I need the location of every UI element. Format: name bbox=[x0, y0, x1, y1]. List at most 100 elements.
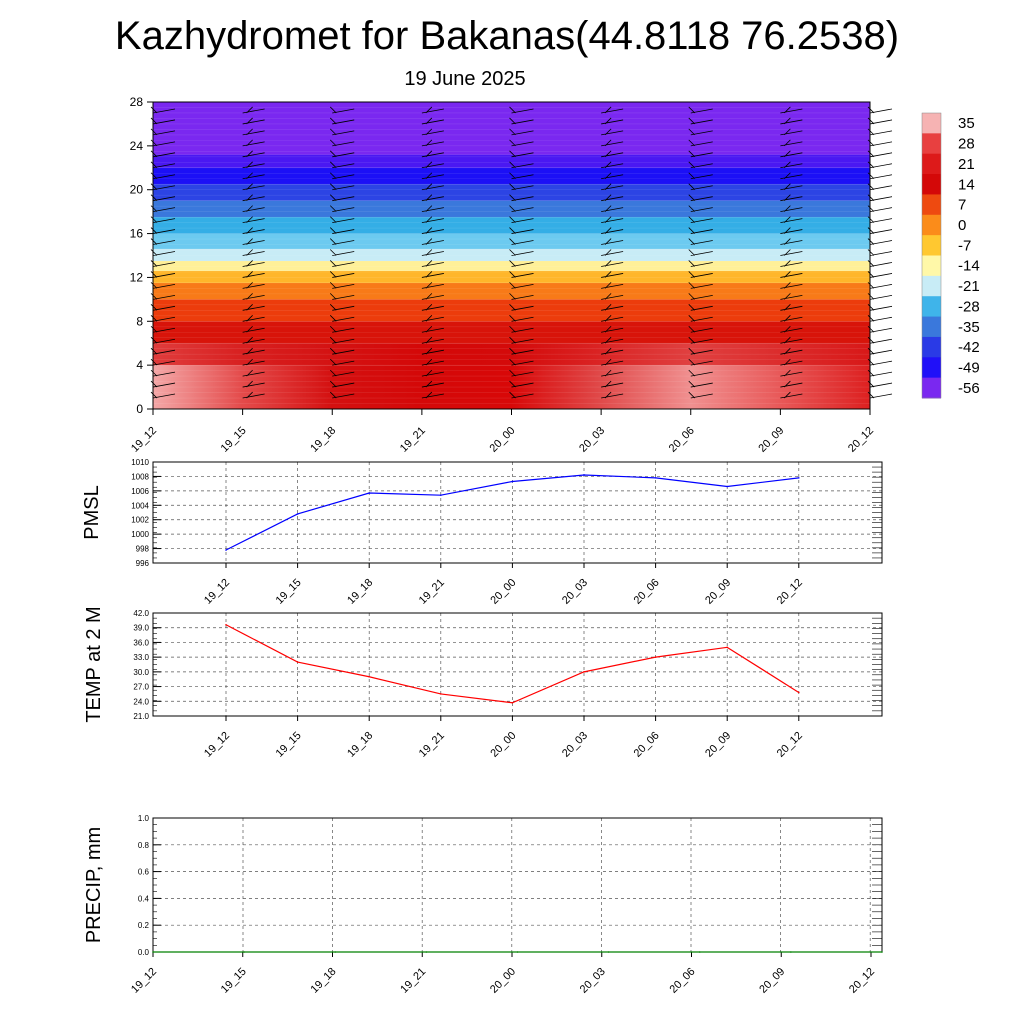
wind-barb bbox=[150, 128, 176, 136]
wind-barb bbox=[150, 271, 176, 278]
wind-barb bbox=[601, 161, 624, 169]
wind-barb bbox=[509, 347, 534, 355]
wind-barb bbox=[242, 304, 265, 311]
colorbar-segment bbox=[922, 174, 941, 195]
wind-barb bbox=[509, 172, 534, 180]
data-point bbox=[798, 477, 800, 479]
wind-barb bbox=[421, 172, 444, 180]
y-tick-label: 1004 bbox=[131, 501, 149, 510]
x-tick-label: 20_06 bbox=[667, 425, 697, 455]
wind-barb bbox=[867, 216, 893, 224]
colorbar-segment bbox=[922, 316, 941, 338]
data-point bbox=[654, 477, 657, 479]
wind-barb bbox=[688, 325, 713, 333]
wind-barb bbox=[601, 271, 624, 278]
wind-barb bbox=[242, 282, 265, 289]
wind-barb bbox=[421, 380, 444, 388]
wind-barb bbox=[421, 227, 444, 234]
colorbar-segment bbox=[922, 133, 941, 155]
wind-barb bbox=[867, 139, 893, 147]
wind-barb bbox=[329, 315, 355, 322]
wind-barb bbox=[242, 172, 265, 180]
wind-barb bbox=[780, 172, 803, 180]
wind-barb bbox=[242, 238, 265, 245]
wind-barb bbox=[867, 194, 893, 202]
wind-barb bbox=[688, 249, 713, 256]
wind-barb bbox=[780, 227, 803, 234]
data-point bbox=[726, 646, 728, 649]
x-tick-label: 19_12 bbox=[129, 425, 159, 455]
wind-barb bbox=[421, 183, 444, 191]
x-tick-label: 19_18 bbox=[345, 730, 375, 760]
x-tick-label: 19_18 bbox=[308, 425, 338, 455]
wind-barb bbox=[329, 150, 355, 158]
line-panel-3: 0.0 0.2 0.4 0.6 0.8 1.0 PRECIP, mm 19_12 19_15 19… bbox=[83, 814, 883, 996]
colorbar-segment bbox=[922, 377, 941, 399]
colorbar-label: 14 bbox=[958, 176, 975, 193]
wind-barb bbox=[601, 172, 624, 180]
y-tick-label: 12 bbox=[130, 270, 144, 284]
wind-barb bbox=[780, 238, 803, 245]
wind-barb bbox=[780, 369, 803, 377]
wind-barb bbox=[688, 227, 713, 234]
data-point bbox=[511, 701, 514, 704]
colorbar-label: 28 bbox=[958, 136, 975, 153]
wind-barb bbox=[601, 183, 624, 191]
colorbar-segment bbox=[922, 296, 941, 318]
wind-barb bbox=[150, 139, 176, 147]
wind-barb bbox=[509, 194, 534, 202]
wind-barb bbox=[867, 380, 893, 388]
wind-barb bbox=[150, 194, 176, 202]
wind-barb bbox=[150, 336, 176, 344]
data-point bbox=[607, 951, 610, 953]
wind-barb bbox=[150, 183, 176, 191]
wind-barb bbox=[601, 260, 624, 267]
wind-barb bbox=[780, 304, 803, 311]
wind-barb bbox=[688, 282, 713, 289]
wind-barb bbox=[150, 380, 176, 388]
wind-barb bbox=[150, 238, 176, 245]
x-tick-label: 20_09 bbox=[703, 730, 733, 760]
wind-barb bbox=[150, 315, 176, 322]
wind-barb bbox=[509, 282, 534, 289]
wind-barb bbox=[867, 128, 893, 136]
wind-barb bbox=[780, 106, 803, 114]
y-tick-label: 1002 bbox=[131, 516, 149, 525]
wind-barb bbox=[601, 117, 624, 125]
y-tick-label: 39.0 bbox=[133, 624, 149, 633]
wind-barb bbox=[329, 293, 355, 300]
wind-barb bbox=[421, 260, 444, 267]
wind-barb bbox=[242, 128, 265, 136]
x-tick-label: 20_06 bbox=[632, 577, 662, 607]
y-tick-label: 0.0 bbox=[138, 948, 150, 957]
wind-barb bbox=[601, 282, 624, 289]
wind-barb bbox=[329, 139, 355, 147]
wind-barb bbox=[509, 315, 534, 322]
wind-barb bbox=[867, 304, 893, 311]
data-point bbox=[583, 671, 585, 673]
wind-barb bbox=[329, 183, 355, 191]
y-tick-label: 0.8 bbox=[138, 841, 150, 850]
wind-barb bbox=[150, 106, 176, 114]
wind-barb bbox=[509, 260, 534, 267]
wind-barb bbox=[601, 227, 624, 234]
wind-barb bbox=[329, 249, 355, 256]
wind-barb bbox=[329, 117, 355, 125]
data-point bbox=[654, 656, 657, 658]
wind-barb bbox=[601, 106, 624, 114]
wind-barb bbox=[688, 106, 713, 114]
wind-barb bbox=[242, 183, 265, 191]
wind-barb bbox=[421, 271, 444, 278]
wind-barb bbox=[421, 325, 444, 333]
wind-barb bbox=[688, 172, 713, 180]
wind-barb bbox=[601, 336, 624, 344]
colorbar-segment bbox=[922, 357, 941, 379]
wind-barb bbox=[242, 194, 265, 202]
temperature-band bbox=[153, 200, 870, 218]
y-tick-label: 42.0 bbox=[133, 609, 149, 618]
colorbar-label: -56 bbox=[958, 380, 980, 397]
data-point bbox=[425, 951, 428, 953]
wind-barb bbox=[867, 249, 893, 256]
data-point bbox=[798, 691, 800, 694]
